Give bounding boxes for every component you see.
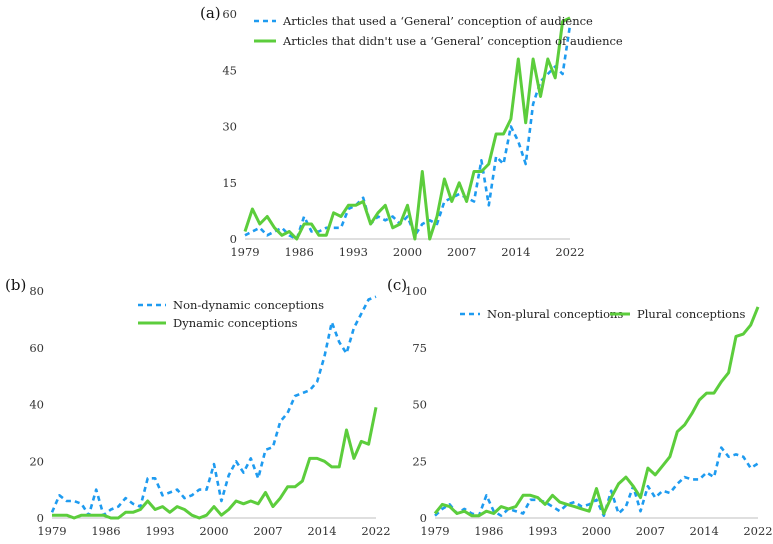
y-tick-label: 0: [37, 511, 44, 525]
legend: Non-plural conceptions Plural conceptions: [460, 307, 746, 321]
legend-label: Articles that used a ‘General’ conceptio…: [282, 14, 593, 28]
y-tick-label: 80: [29, 284, 44, 298]
panel-label-c: (c): [387, 276, 407, 294]
x-tick-label: 2014: [501, 245, 530, 259]
legend-label: Dynamic conceptions: [173, 316, 298, 330]
series-line-solid: [433, 306, 760, 518]
legend-label: Non-plural conceptions: [487, 307, 623, 321]
x-tick-label: 1979: [420, 524, 449, 538]
y-tick-label: 60: [29, 341, 44, 355]
legend: Non-dynamic conceptions Dynamic conceptio…: [138, 298, 324, 330]
y-tick-label: 0: [420, 511, 427, 525]
y-tick-label: 60: [222, 7, 237, 21]
y-tick-label: 20: [29, 454, 44, 468]
y-tick-label: 15: [222, 176, 237, 190]
x-tick-label: 2022: [361, 524, 390, 538]
legend-label: Articles that didn't use a ‘General’ con…: [282, 34, 623, 48]
x-tick-label: 1986: [91, 524, 120, 538]
chart-panel-a: (a) 0 15 30 45 60 1979 1986 1993 2000 2007 2014 2022…: [200, 4, 623, 259]
x-tick-label: 2007: [636, 524, 665, 538]
y-tick-label: 50: [412, 398, 427, 412]
series-line-solid: [243, 16, 571, 241]
y-tick-label: 30: [222, 120, 237, 134]
series-line-solid: [52, 407, 378, 520]
x-tick-label: 1993: [145, 524, 174, 538]
x-tick-label: 1993: [528, 524, 557, 538]
chart-panel-b: (b) 0 20 40 60 80 1979 1986 1993 2000 2007 2014 2022…: [5, 276, 391, 538]
x-tick-label: 2022: [743, 524, 772, 538]
y-tick-label: 100: [405, 284, 427, 298]
y-tick-label: 0: [230, 232, 237, 246]
x-tick-label: 2014: [307, 524, 336, 538]
legend-label: Plural conceptions: [637, 307, 746, 321]
y-tick-label: 75: [412, 341, 427, 355]
y-tick-label: 40: [29, 398, 44, 412]
x-tick-label: 1979: [230, 245, 259, 259]
x-tick-label: 2022: [555, 245, 584, 259]
series-line-dashed: [244, 25, 572, 241]
chart-panel-c: (c) 0 25 50 75 100 1979 1986 1993 2000 2007 2014 202…: [387, 276, 773, 538]
x-tick-label: 2014: [690, 524, 719, 538]
x-tick-label: 1986: [474, 524, 503, 538]
x-tick-label: 2007: [447, 245, 476, 259]
x-tick-label: 1979: [37, 524, 66, 538]
y-tick-label: 45: [222, 63, 237, 77]
x-tick-label: 1993: [339, 245, 368, 259]
x-tick-label: 2007: [253, 524, 282, 538]
panel-label-b: (b): [5, 276, 26, 294]
panel-label-a: (a): [200, 4, 221, 22]
series-line-dashed: [50, 295, 377, 517]
series-line-dashed: [434, 446, 759, 518]
legend: Articles that used a ‘General’ conceptio…: [254, 14, 623, 48]
x-tick-label: 2000: [582, 524, 611, 538]
legend-label: Non-dynamic conceptions: [173, 298, 324, 312]
x-tick-label: 2000: [393, 245, 422, 259]
x-tick-label: 2000: [199, 524, 228, 538]
y-tick-label: 25: [412, 454, 427, 468]
x-tick-label: 1986: [285, 245, 314, 259]
